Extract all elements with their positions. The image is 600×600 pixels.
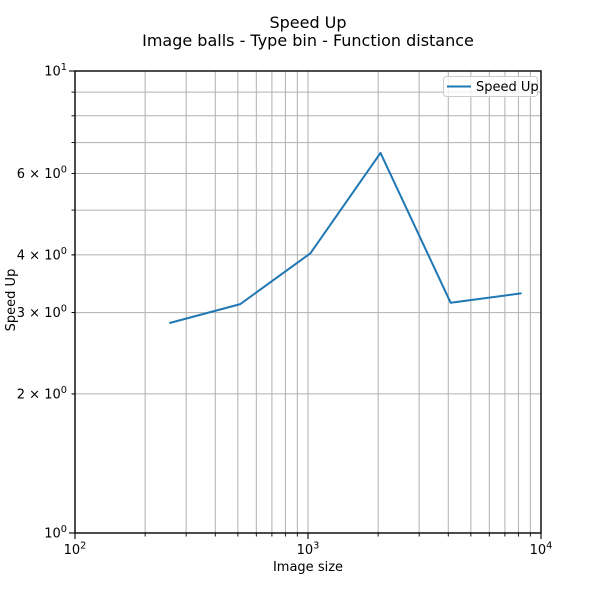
legend-box bbox=[443, 76, 538, 97]
chart-subtitle: Image balls - Type bin - Function distan… bbox=[142, 31, 474, 50]
y-tick-label: 100 bbox=[44, 524, 67, 542]
series-layer bbox=[169, 151, 522, 324]
y-axis-label: Speed Up bbox=[4, 269, 19, 332]
x-tick-label: 103 bbox=[297, 541, 320, 559]
speed-up-line bbox=[169, 151, 522, 324]
x-tick-label: 104 bbox=[530, 541, 553, 559]
y-tick-label: 6 × 100 bbox=[17, 164, 67, 182]
legend-label: Speed Up bbox=[476, 80, 539, 95]
y-tick-label: 101 bbox=[44, 62, 67, 80]
x-axis-label: Image size bbox=[273, 560, 343, 575]
legend: Speed Up bbox=[443, 76, 539, 97]
grid-layer bbox=[75, 71, 541, 533]
x-tick-label: 102 bbox=[64, 541, 87, 559]
chart-title: Speed Up bbox=[269, 13, 346, 32]
y-tick-label: 3 × 100 bbox=[17, 304, 67, 322]
ticks-layer: 102 103 104 101 6 × 100 4 × 100 3 × 100 2 × 100… bbox=[17, 62, 553, 558]
y-tick-label: 4 × 100 bbox=[17, 246, 67, 264]
y-tick-label: 2 × 100 bbox=[17, 385, 67, 403]
